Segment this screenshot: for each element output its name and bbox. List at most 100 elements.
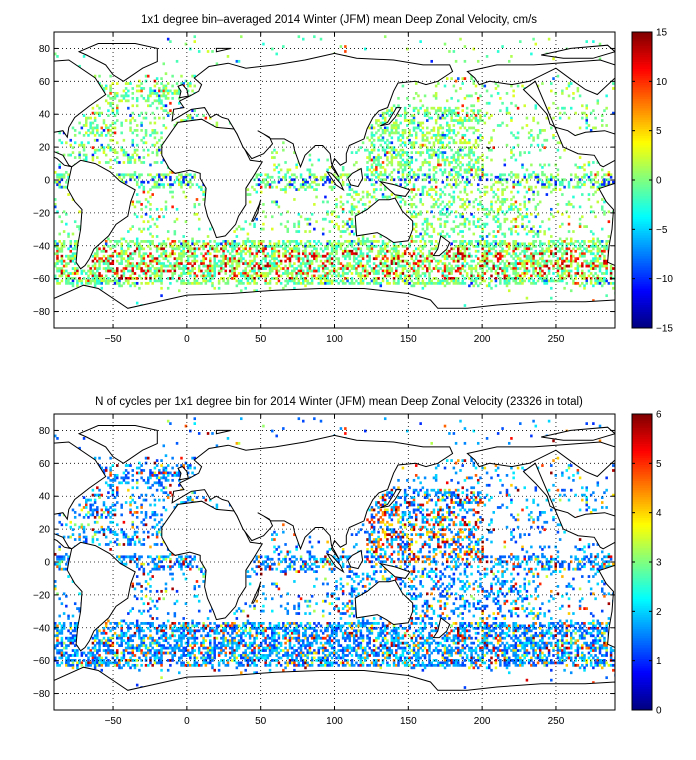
heatmap-cell (572, 230, 575, 233)
heatmap-cell (73, 254, 77, 258)
heatmap-cell (375, 163, 378, 167)
heatmap-cell (60, 242, 64, 246)
heatmap-cell (428, 173, 431, 177)
heatmap-cell (412, 264, 416, 268)
heatmap-cell (443, 257, 447, 261)
heatmap-cell (339, 173, 343, 177)
heatmap-cell (357, 237, 360, 241)
heatmap-cell (262, 240, 265, 243)
heatmap-cell (525, 244, 529, 248)
heatmap-cell (346, 200, 349, 204)
heatmap-cell (308, 173, 312, 177)
heatmap-cell (62, 259, 66, 263)
heatmap-cell (339, 274, 343, 278)
heatmap-cell (514, 277, 518, 280)
heatmap-cell (485, 101, 489, 105)
heatmap-cell (368, 126, 371, 130)
heatmap-cell (461, 109, 464, 113)
heatmap-cell (399, 163, 402, 167)
heatmap-cell (516, 232, 520, 236)
heatmap-cell (397, 254, 400, 258)
heatmap-cell (321, 281, 325, 285)
heatmap-cell (202, 274, 205, 278)
heatmap-cell (408, 119, 411, 122)
heatmap-cell (426, 109, 429, 113)
heatmap-cell (598, 267, 602, 270)
heatmap-cell (295, 166, 298, 169)
heatmap-cell (596, 274, 600, 278)
heatmap-cell (337, 267, 340, 270)
heatmap-cell (585, 262, 588, 265)
heatmap-cell (233, 230, 236, 233)
heatmap-cell (414, 240, 418, 243)
heatmap-cell (417, 235, 420, 238)
heatmap-cell (476, 143, 480, 147)
heatmap-cell (561, 247, 564, 251)
heatmap-cell (124, 180, 128, 184)
heatmap-cell (149, 279, 152, 283)
heatmap-cell (377, 163, 380, 167)
heatmap-cell (472, 163, 476, 167)
heatmap-cell (461, 230, 464, 233)
heatmap-cell (166, 230, 170, 233)
heatmap-cell (56, 259, 59, 263)
heatmap-cell (541, 170, 544, 174)
heatmap-cell (337, 225, 340, 228)
heatmap-cell (113, 121, 117, 125)
heatmap-cell (461, 279, 464, 283)
heatmap-cell (536, 173, 540, 177)
heatmap-cell (87, 116, 90, 120)
heatmap-cell (561, 244, 564, 248)
heatmap-cell (512, 207, 515, 211)
heatmap-cell (253, 281, 256, 285)
heatmap-cell (149, 163, 152, 167)
heatmap-cell (561, 183, 564, 187)
heatmap-cell (304, 178, 307, 182)
heatmap-cell (184, 178, 188, 182)
heatmap-cell (306, 254, 309, 258)
heatmap-cell (62, 210, 66, 214)
heatmap-cell (457, 148, 460, 152)
heatmap-cell (530, 129, 533, 132)
heatmap-cell (503, 232, 507, 236)
heatmap-cell (441, 136, 445, 140)
heatmap-cell (133, 119, 137, 122)
heatmap-cell (426, 232, 429, 236)
heatmap-cell (463, 200, 467, 204)
heatmap-cell (463, 252, 467, 256)
heatmap-cell (403, 264, 407, 268)
heatmap-cell (164, 269, 168, 273)
heatmap-cell (547, 227, 551, 231)
heatmap-cell (109, 262, 112, 265)
heatmap-cell (454, 119, 458, 122)
heatmap-cell (510, 84, 513, 88)
heatmap-cell (142, 185, 146, 189)
heatmap-cell (452, 267, 456, 270)
heatmap-cell (410, 254, 414, 258)
heatmap-cell (140, 277, 143, 280)
heatmap-cell (401, 254, 405, 258)
heatmap-cell (474, 173, 478, 177)
heatmap-cell (470, 148, 473, 152)
heatmap-cell (98, 277, 101, 280)
heatmap-cell (96, 126, 99, 130)
heatmap-cell (594, 272, 597, 275)
heatmap-cell (514, 205, 518, 209)
heatmap-cell (169, 262, 172, 265)
heatmap-cell (158, 96, 161, 100)
heatmap-cell (171, 190, 174, 194)
heatmap-cell (499, 244, 502, 248)
heatmap-cell (366, 262, 369, 265)
heatmap-cell (501, 188, 504, 191)
heatmap-cell (118, 277, 121, 280)
heatmap-cell (410, 257, 414, 261)
heatmap-cell (516, 262, 520, 265)
heatmap-cell (423, 109, 427, 113)
heatmap-cell (58, 267, 61, 270)
heatmap-cell (271, 180, 274, 184)
heatmap-cell (171, 272, 174, 275)
heatmap-cell (361, 264, 365, 268)
heatmap-cell (313, 188, 316, 191)
heatmap-cell (492, 146, 495, 150)
